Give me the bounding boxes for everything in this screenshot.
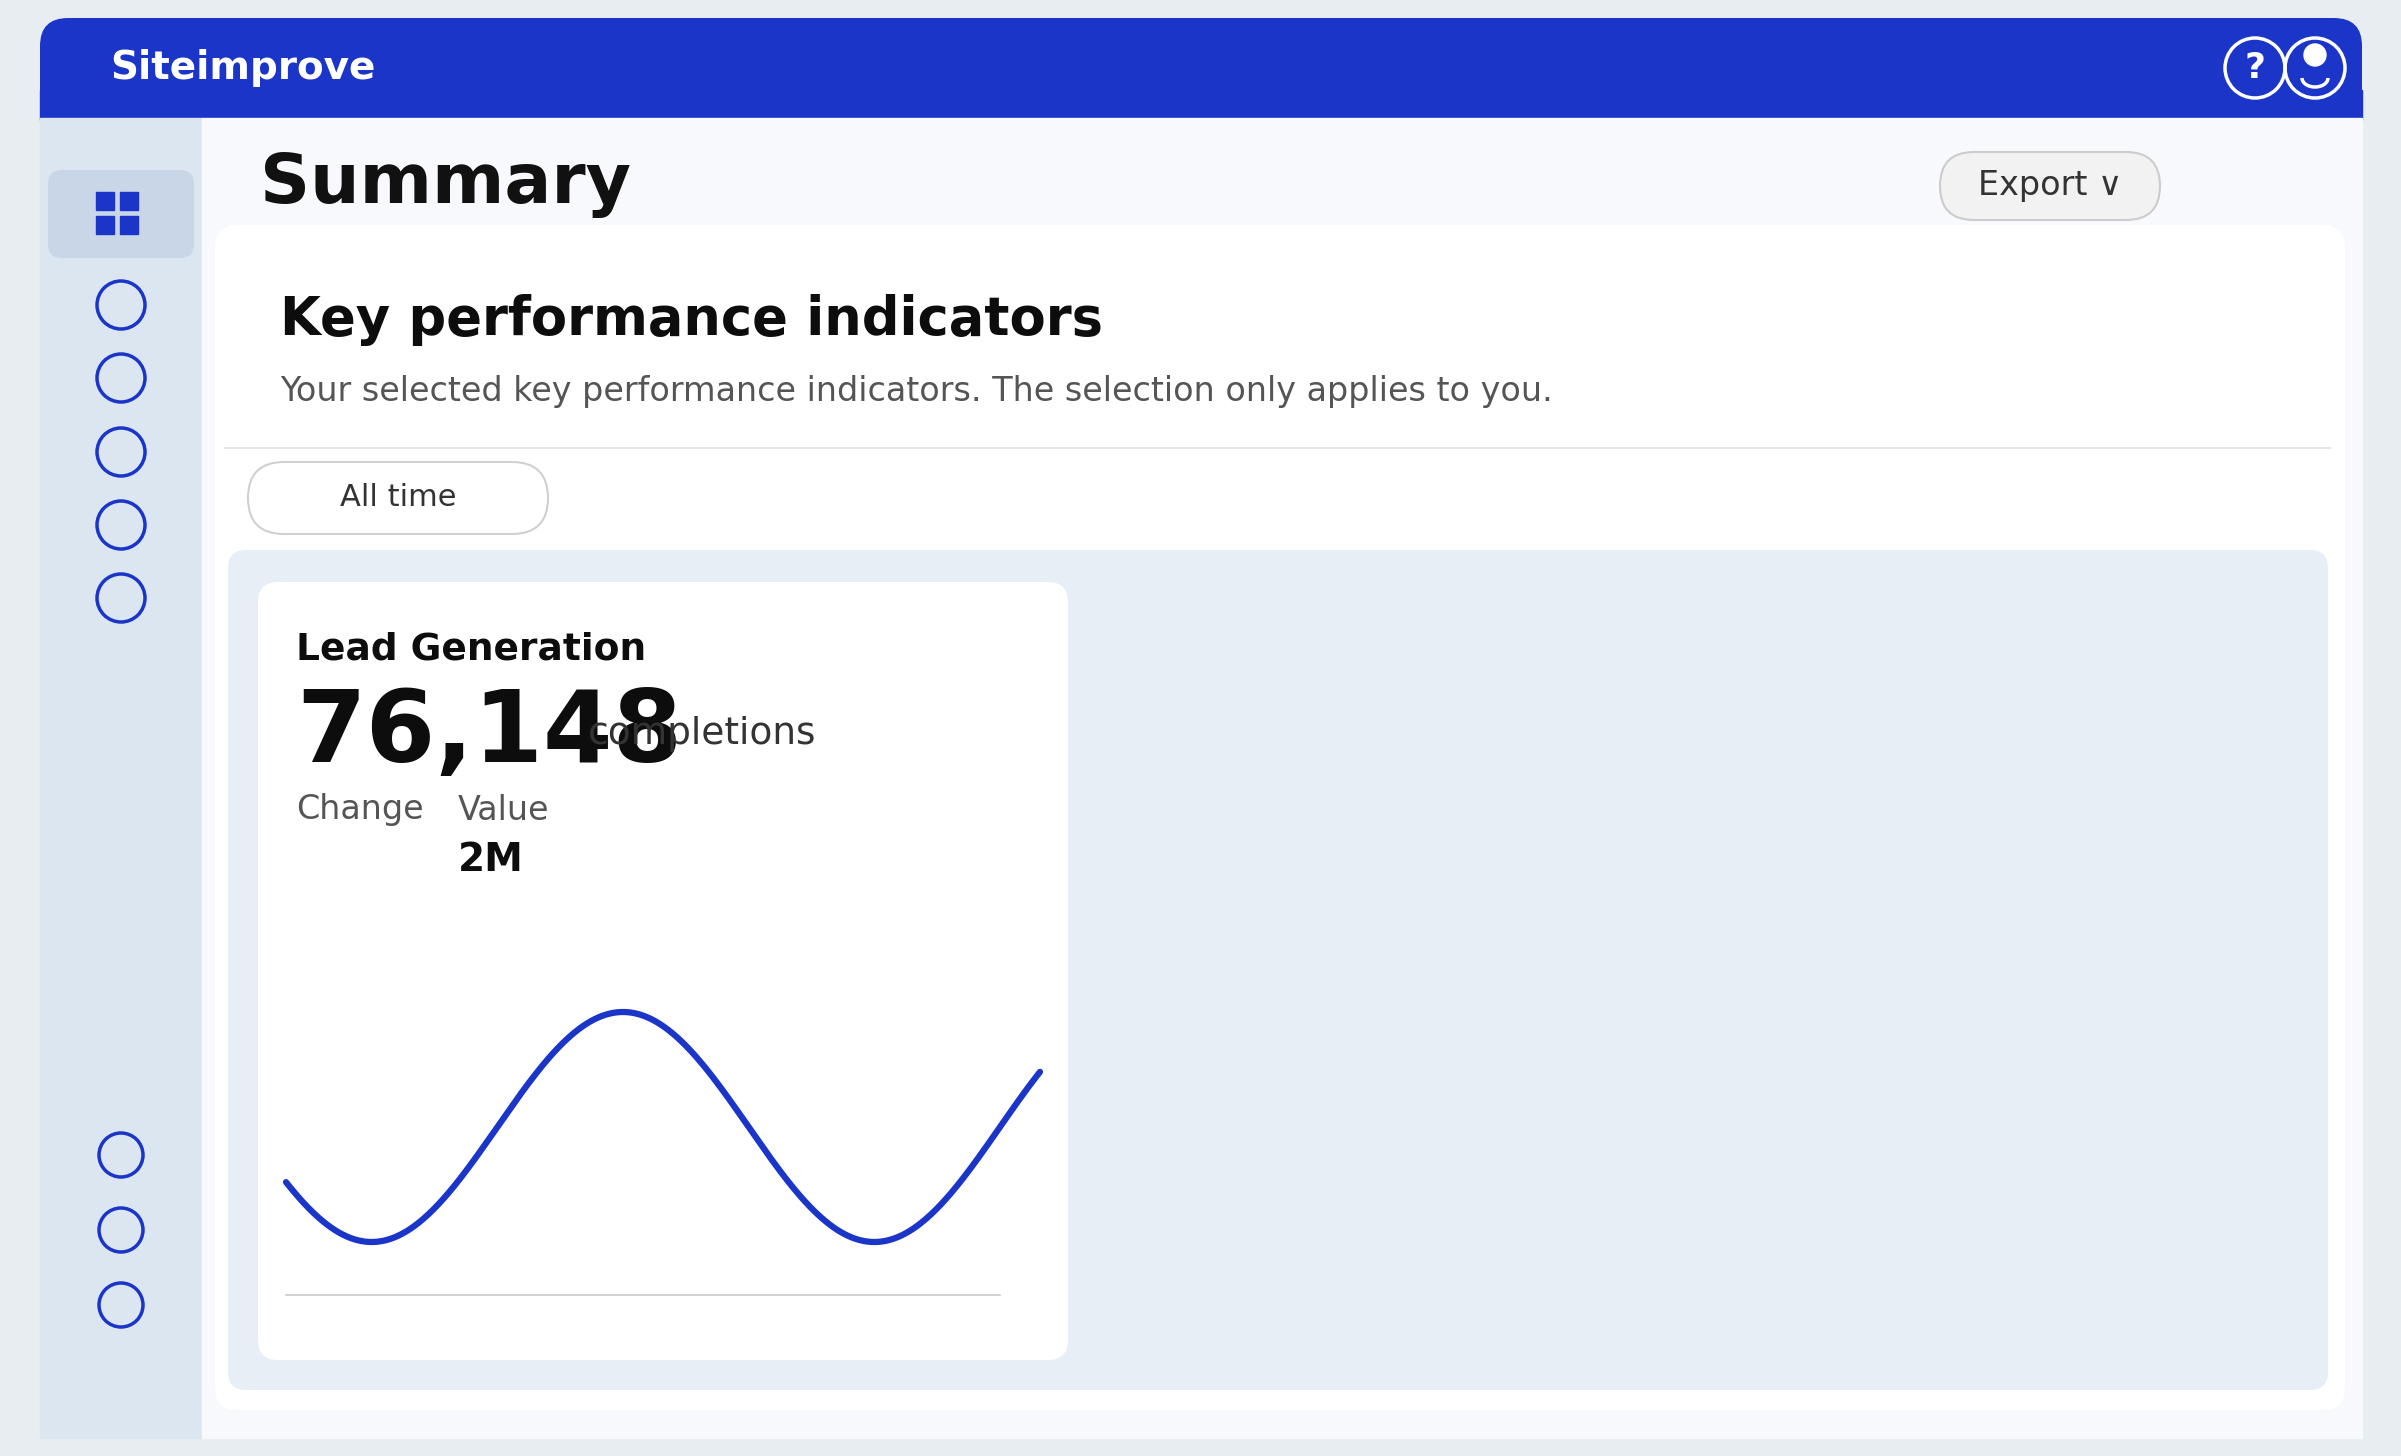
Bar [96,192,113,210]
Text: Lead Generation: Lead Generation [295,632,646,668]
Text: Export ∨: Export ∨ [1978,169,2122,202]
FancyBboxPatch shape [41,17,2363,149]
Text: All time: All time [341,483,456,513]
Text: Your selected key performance indicators. The selection only applies to you.: Your selected key performance indicators… [281,376,1553,409]
Text: 76,148: 76,148 [295,686,682,782]
FancyBboxPatch shape [48,170,194,258]
Bar [96,215,113,234]
Circle shape [2305,44,2327,66]
Text: 2M: 2M [459,842,523,879]
Bar [41,118,202,1439]
Bar [202,118,2363,1439]
FancyBboxPatch shape [1940,151,2161,220]
FancyBboxPatch shape [41,17,2363,1439]
FancyBboxPatch shape [257,582,1068,1360]
FancyBboxPatch shape [216,226,2346,1409]
Bar [120,192,137,210]
Text: Siteimprove: Siteimprove [110,50,375,87]
Text: Value: Value [459,794,550,827]
Bar [41,90,2363,119]
Text: Change: Change [295,794,423,827]
FancyBboxPatch shape [228,550,2329,1390]
Bar [120,215,137,234]
FancyBboxPatch shape [247,462,547,534]
Text: Key performance indicators: Key performance indicators [281,294,1102,347]
Text: Summary: Summary [259,151,631,218]
Text: completions: completions [588,716,816,751]
Text: ?: ? [2245,51,2267,84]
